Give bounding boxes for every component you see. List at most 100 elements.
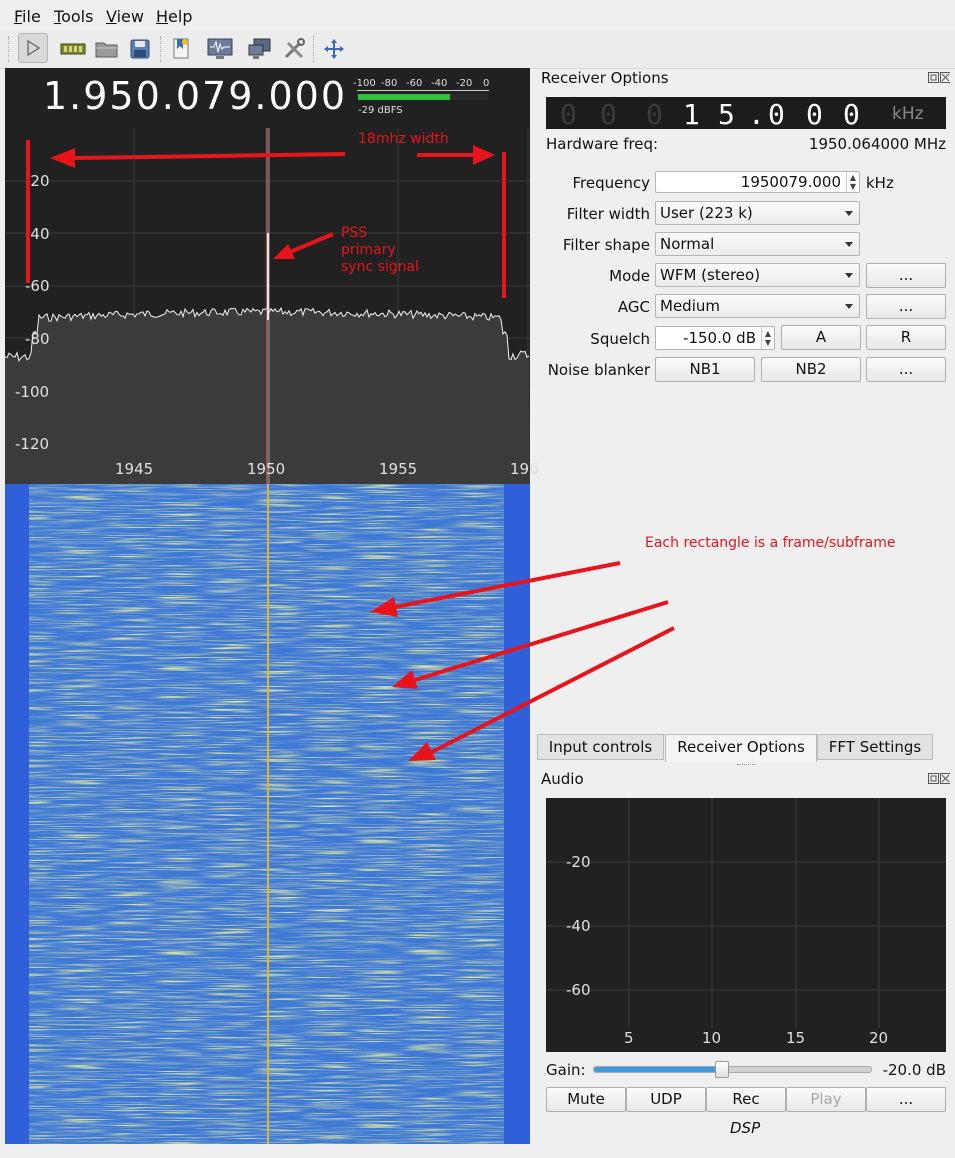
tools-icon[interactable] (279, 34, 309, 64)
y-tick: -20 (25, 172, 50, 190)
play-icon[interactable] (18, 33, 48, 63)
dbfs-readout: -29 dBFS (358, 105, 403, 116)
filter-width-label: Filter width (566, 205, 650, 223)
frequency-spinner[interactable]: ▲ ▼ (846, 172, 859, 192)
dbfs-scale-line (357, 90, 489, 91)
dbfs-tick: -60 (406, 78, 423, 89)
y-tick: -80 (25, 330, 50, 348)
menu-bar: File Tools View Help (0, 0, 955, 30)
audio-x-tick: 10 (702, 1029, 722, 1047)
y-tick: -40 (25, 225, 50, 243)
frequency-readout: 1.950.079.000 (43, 74, 348, 118)
chevron-down-icon (845, 273, 853, 278)
gain-slider-handle[interactable] (715, 1061, 730, 1078)
freq-digit[interactable]: 0 (768, 98, 785, 131)
squelch-input[interactable]: -150.0 dB ▲ ▼ (655, 326, 775, 350)
menu-help[interactable]: Help (156, 7, 193, 26)
frame-annotation-arrows (370, 561, 675, 761)
audio-options-button[interactable]: ... (866, 1087, 946, 1112)
filter-shape-select[interactable]: Normal (655, 232, 860, 256)
squelch-auto-button[interactable]: A (781, 325, 861, 350)
fft-plot[interactable]: 1.950.079.000 -100 -80 -60 -40 -20 0 -29… (5, 68, 539, 484)
rec-button[interactable]: Rec (706, 1087, 786, 1112)
dbfs-tick: 0 (483, 78, 490, 89)
toolbar-separator (160, 36, 163, 62)
hardware-icon[interactable] (58, 34, 88, 64)
mode-select[interactable]: WFM (stereo) (655, 263, 860, 287)
open-folder-icon[interactable] (92, 34, 122, 64)
frequency-label: Frequency (572, 174, 651, 192)
frame-annotation: Each rectangle is a frame/subframe (645, 535, 896, 551)
gain-slider[interactable] (593, 1061, 872, 1078)
save-icon[interactable] (125, 34, 155, 64)
freq-unit: kHz (892, 104, 924, 124)
noise-blanker-label: Noise blanker (547, 361, 650, 379)
receiver-options-title: Receiver Options (541, 69, 669, 87)
bookmark-icon[interactable] (166, 34, 196, 64)
menu-file[interactable]: File (14, 7, 41, 26)
audio-y-tick: -20 (566, 853, 591, 871)
x-tick: 196 (510, 460, 539, 478)
freq-digit[interactable]: 1 (683, 98, 700, 131)
mode-options-button[interactable]: ... (866, 263, 946, 288)
freq-digit[interactable]: 0 (646, 98, 663, 131)
audio-y-tick: -60 (566, 981, 591, 999)
audio-fft-plot[interactable]: -20 -40 -60 5 10 15 20 (546, 798, 946, 1052)
udp-button[interactable]: UDP (626, 1087, 706, 1112)
nb2-button[interactable]: NB2 (761, 357, 861, 382)
noise-blanker-options-button[interactable]: ... (866, 357, 946, 382)
waterfall-display[interactable] (5, 484, 530, 1144)
freq-separator: . (748, 98, 765, 131)
y-tick: -60 (25, 277, 50, 295)
dock-buttons[interactable] (928, 773, 950, 785)
squelch-reset-button[interactable]: R (866, 325, 946, 350)
fullscreen-icon[interactable] (319, 34, 349, 64)
toolbar-handle (8, 36, 11, 62)
freq-digit[interactable]: 0 (600, 98, 617, 131)
filter-width-select[interactable]: User (223 k) (655, 201, 860, 225)
audio-title: Audio (541, 770, 584, 788)
dbfs-tick: -100 (353, 78, 376, 89)
y-tick: -100 (15, 383, 50, 401)
chevron-down-icon (845, 304, 853, 309)
nb1-button[interactable]: NB1 (655, 357, 755, 382)
tab-input-controls[interactable]: Input controls (537, 734, 664, 760)
dbfs-tick: -40 (431, 78, 448, 89)
frequency-control[interactable]: 0 0 0 1 5 . 0 0 0 kHz (546, 97, 946, 131)
tab-receiver-options[interactable]: Receiver Options (665, 734, 817, 762)
width-annotation: 18mhz width (358, 131, 449, 147)
chevron-down-icon (845, 211, 853, 216)
play-button[interactable]: Play (786, 1087, 866, 1112)
dbfs-tick: -80 (381, 78, 398, 89)
dbfs-tick: -20 (456, 78, 473, 89)
audio-x-tick: 15 (786, 1029, 806, 1047)
dock-buttons[interactable] (928, 72, 950, 84)
toolbar (0, 30, 955, 69)
dbfs-meter (358, 94, 488, 100)
agc-label: AGC (617, 298, 650, 316)
x-tick: 1950 (247, 460, 286, 478)
pss-annotation: primary (341, 242, 396, 258)
freq-digit[interactable]: 0 (806, 98, 823, 131)
waveform-icon[interactable] (205, 34, 235, 64)
freq-digit[interactable]: 5 (718, 98, 735, 131)
squelch-spinner[interactable]: ▲ ▼ (761, 327, 774, 349)
chevron-down-icon (845, 242, 853, 247)
mute-button[interactable]: Mute (546, 1087, 626, 1112)
freq-digit[interactable]: 0 (843, 98, 860, 131)
menu-tools[interactable]: Tools (54, 7, 94, 26)
dsp-label: DSP (730, 1119, 761, 1137)
gain-value: -20.0 dB (882, 1061, 946, 1079)
freq-digit[interactable]: 0 (560, 98, 577, 131)
x-tick: 1945 (115, 460, 154, 478)
audio-x-tick: 20 (869, 1029, 889, 1047)
splitter-handle[interactable] (737, 764, 755, 768)
audio-y-tick: -40 (566, 917, 591, 935)
agc-options-button[interactable]: ... (866, 294, 946, 319)
menu-view[interactable]: View (106, 7, 144, 26)
frequency-input[interactable]: 1950079.000 ▲ ▼ (655, 171, 860, 193)
network-icon[interactable] (245, 34, 275, 64)
pss-annotation: sync signal (341, 259, 420, 275)
agc-select[interactable]: Medium (655, 294, 860, 318)
tab-fft-settings[interactable]: FFT Settings (817, 734, 933, 760)
